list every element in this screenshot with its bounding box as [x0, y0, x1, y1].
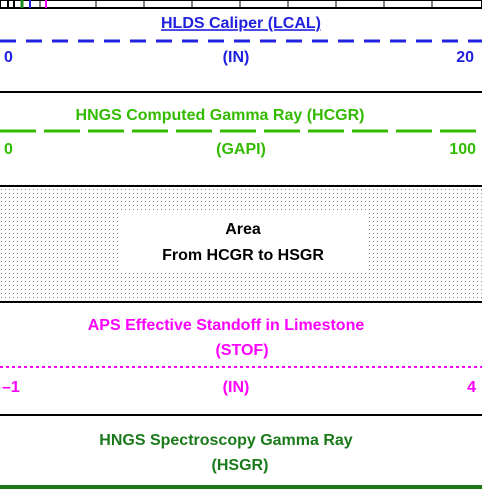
track-title: APS Effective Standoff in Limestone [88, 317, 365, 334]
scale-left: 0 [4, 49, 13, 66]
top-strip [0, 0, 482, 9]
scale-right: 4 [467, 379, 476, 396]
scale-left: –1 [2, 379, 20, 396]
track-title: (STOF) [215, 342, 268, 359]
scale-right: 20 [456, 49, 474, 66]
track-title: (HSGR) [212, 457, 269, 474]
unit: (IN) [223, 49, 250, 66]
unit: (GAPI) [216, 141, 266, 158]
scale-right: 100 [449, 141, 476, 158]
scale-left: 0 [4, 141, 13, 158]
track-title: HLDS Caliper (LCAL) [161, 15, 321, 32]
area-label: Area [225, 221, 261, 238]
track-title: HNGS Spectroscopy Gamma Ray [99, 432, 353, 449]
area-label-box [118, 212, 368, 270]
section-borders [0, 91, 482, 416]
unit: (IN) [223, 379, 250, 396]
area-label: From HCGR to HSGR [162, 247, 324, 264]
track-title: HNGS Computed Gamma Ray (HCGR) [76, 107, 365, 124]
